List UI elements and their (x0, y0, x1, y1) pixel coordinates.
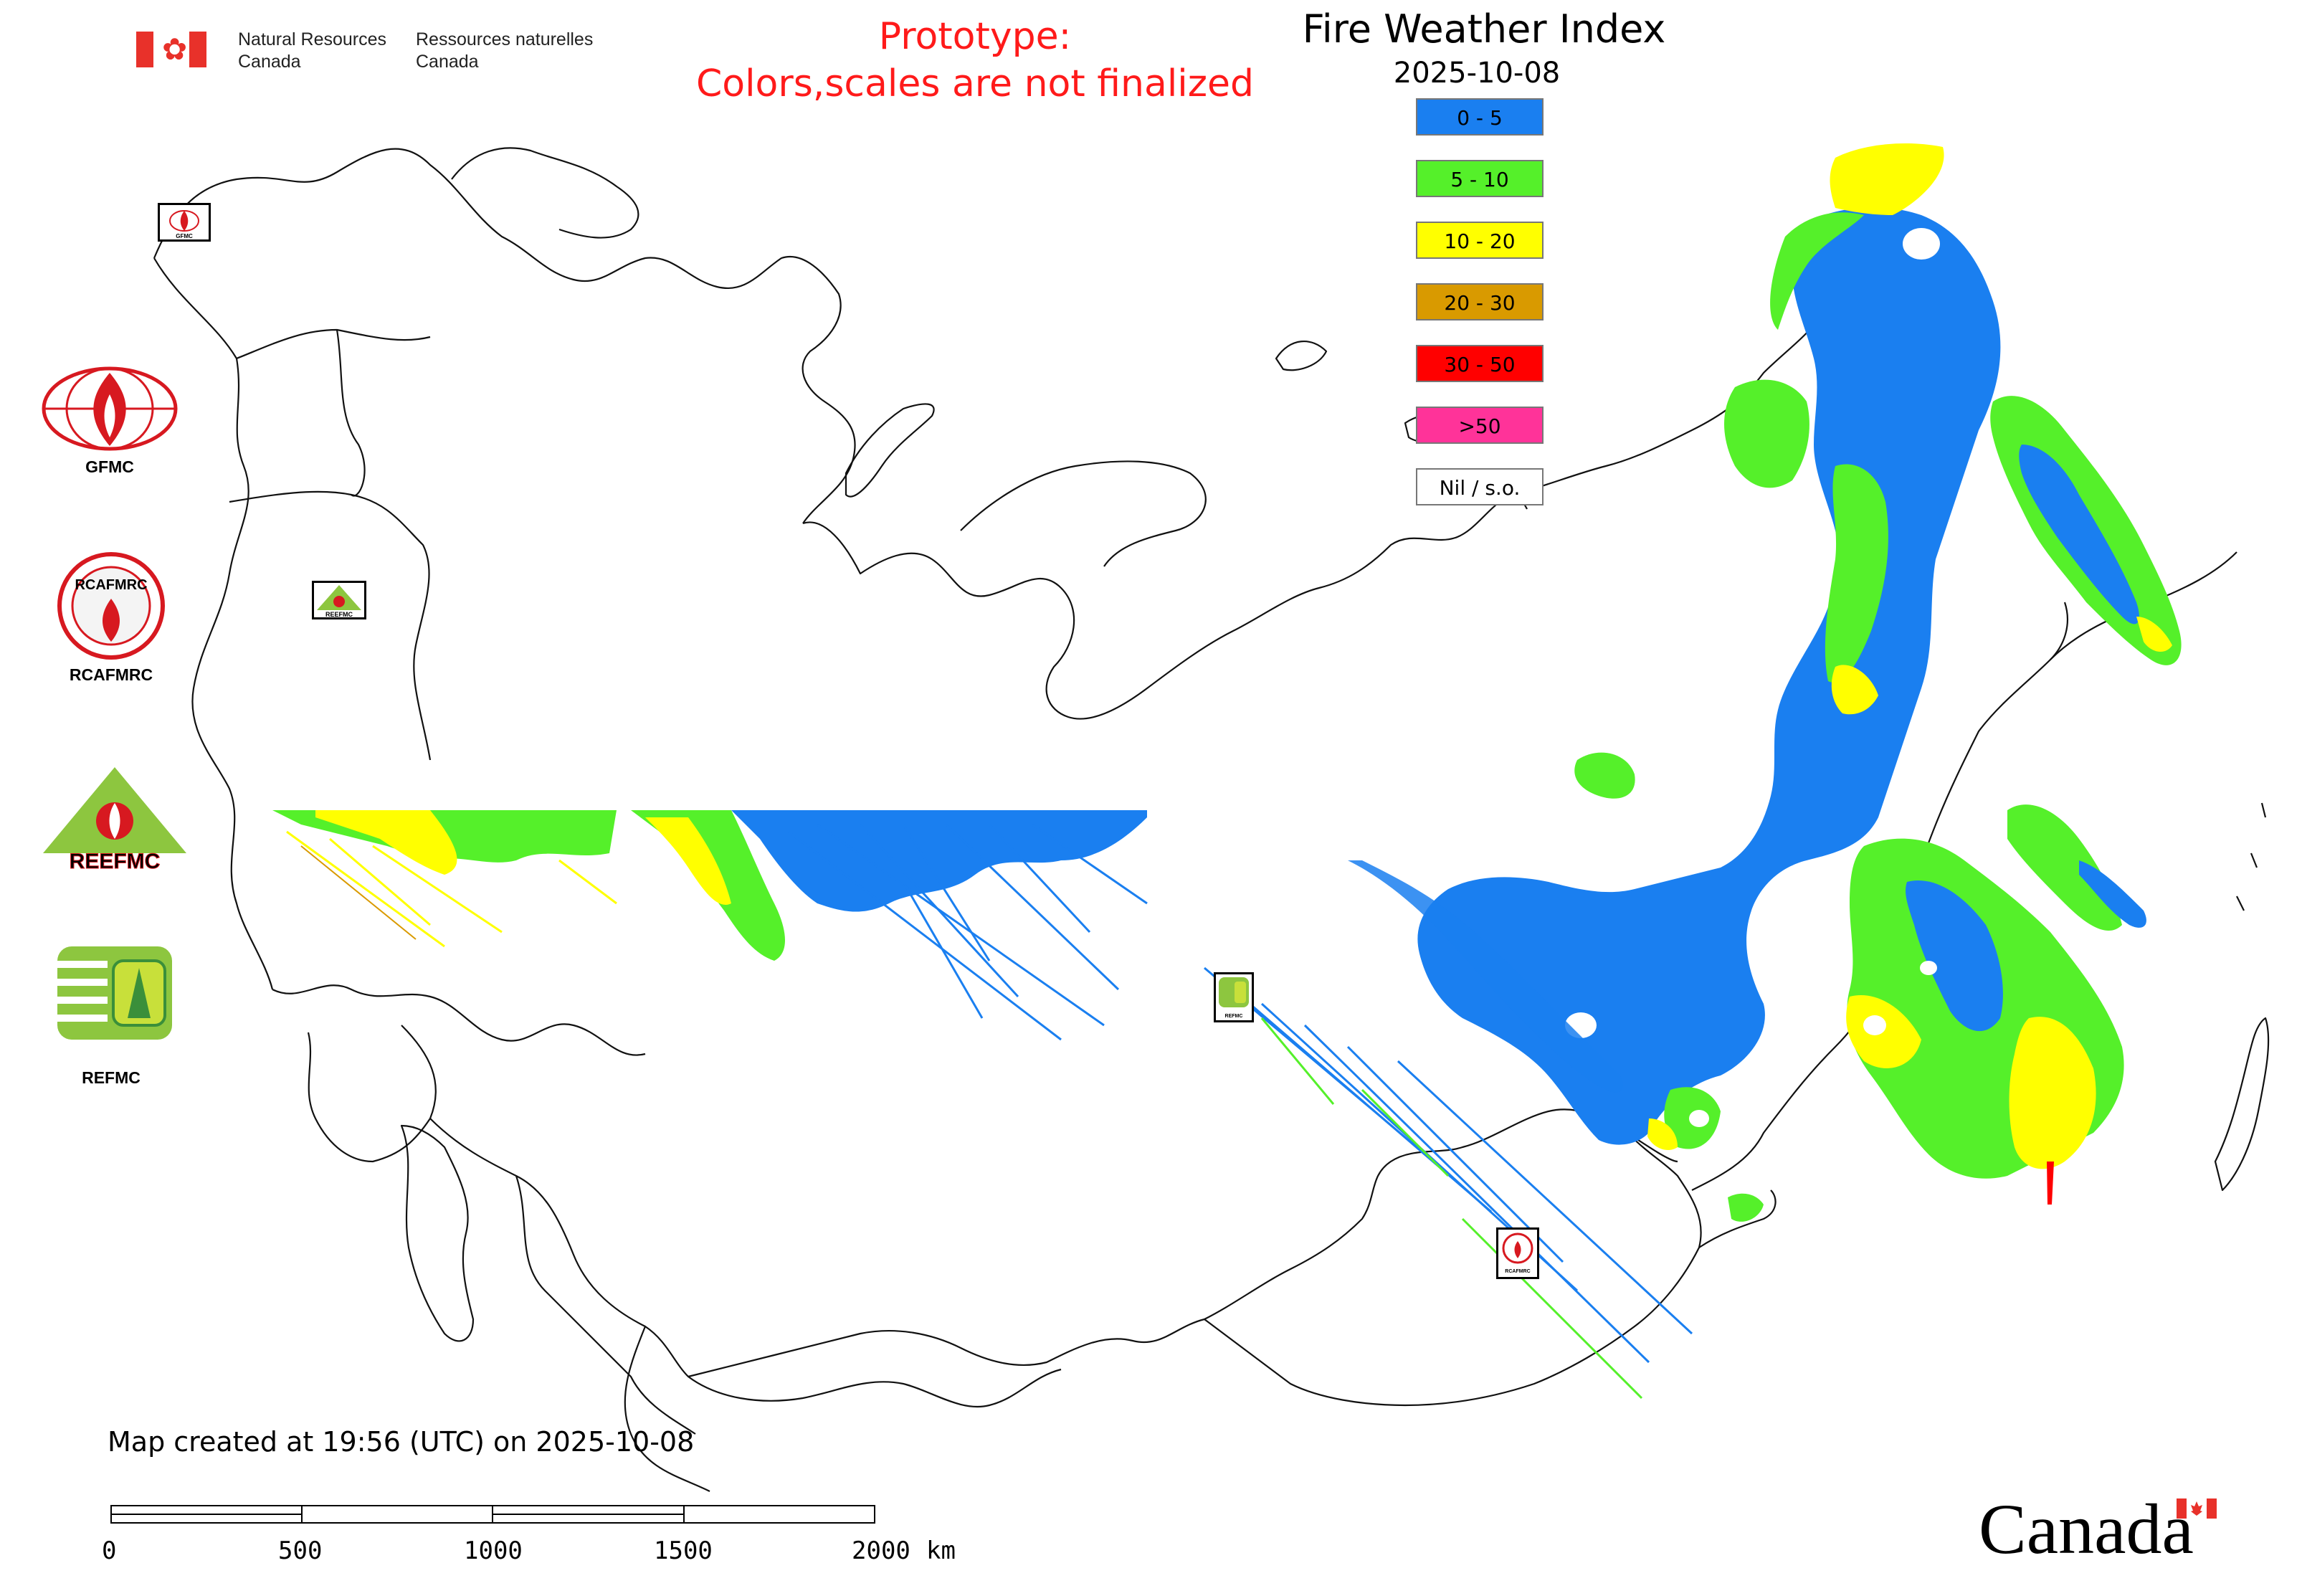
refmc-logo-icon (57, 946, 172, 1040)
border-mongolia (1204, 1132, 1702, 1407)
svg-text:REEFMC: REEFMC (325, 611, 353, 617)
prototype-notice: Prototype: Colors,scales are not finaliz… (695, 15, 1255, 105)
border-west (153, 257, 274, 990)
svg-text:RCAFMRC: RCAFMRC (75, 577, 147, 593)
fwi-isolated-green (1574, 752, 1635, 799)
scale-bar (110, 1505, 875, 1524)
fwi-field-west (272, 810, 1693, 1400)
fwi-east-peninsula-green (2007, 804, 2122, 931)
fwi-kamchatka-blue (2019, 445, 2139, 624)
map-created-timestamp: Map created at 19:56 (UTC) on 2025-10-08 (108, 1426, 695, 1458)
border-inner-1 (236, 328, 431, 360)
border-uzbek (624, 1326, 710, 1492)
canada-flag-icon: ✿ (136, 32, 206, 67)
fwi-south-yellow-1 (1846, 995, 1921, 1068)
kola-peninsula (451, 147, 639, 239)
novaya-zemlya (845, 403, 935, 498)
legend-item-0-5: 0 - 5 (1416, 98, 1544, 136)
fwi-west-blue-band (731, 810, 1147, 912)
scale-tick-1500: 1500 (654, 1536, 713, 1565)
reefmc-marker[interactable]: REEFMC (312, 581, 366, 619)
refmc-marker-icon: REFMC (1219, 977, 1249, 1019)
scale-tick-1000: 1000 (464, 1536, 523, 1565)
refmc-label: REFMC (82, 1068, 141, 1087)
canada-wordmark: Canada (1979, 1489, 2194, 1569)
fwi-east-green-north (1770, 212, 1864, 330)
fwi-east-blue-main (1417, 207, 2001, 1145)
coast-chukotka (1512, 315, 1822, 496)
reefmc-wordmark: REEFMC (70, 850, 161, 871)
dept-name-fr: Ressources naturelles Canada (416, 29, 594, 72)
border-kazakhstan (401, 1025, 1678, 1378)
nrcan-signature: ✿ Natural Resources Canada Ressources na… (129, 22, 617, 79)
refmc-marker[interactable]: REFMC (1214, 972, 1254, 1022)
scale-tick-0: 0 (102, 1536, 117, 1565)
arctic-coastline (802, 493, 1513, 720)
legend-item-nil: Nil / s.o. (1416, 468, 1544, 505)
dept-name-en: Natural Resources Canada (238, 29, 387, 72)
fwi-east-green-middle (1825, 464, 1888, 683)
border-inner-2 (229, 490, 432, 761)
rcafmrc-logo-icon: RCAFMRC (57, 552, 165, 660)
border-south-west (272, 984, 646, 1056)
fwi-west-mid-yellow (645, 817, 731, 905)
scale-tick-2000: 2000 (852, 1536, 910, 1565)
legend-item-30-50: 30 - 50 (1416, 345, 1544, 382)
border-black-sea (307, 1032, 431, 1163)
fwi-kamchatka-yellow (2136, 617, 2172, 652)
map-title: Fire Weather Index (1302, 6, 1666, 52)
sakhalin (2214, 1017, 2270, 1192)
rcafmrc-marker-icon: RCAFMRC (1502, 1232, 1533, 1274)
rcafmrc-label: RCAFMRC (69, 665, 153, 684)
border-inner-3 (336, 329, 366, 497)
gfmc-label: GFMC (85, 457, 134, 476)
fwi-east-peninsula-blue (2079, 860, 2146, 928)
scale-tick-500: 500 (278, 1536, 323, 1565)
legend-item-20-30: 20 - 30 (1416, 283, 1544, 320)
fwi-hatched-block (1348, 860, 1623, 1093)
svg-text:RCAFMRC: RCAFMRC (1505, 1269, 1530, 1274)
canada-wordmark-flag-icon (2177, 1498, 2217, 1519)
fwi-east-yellow-top (1830, 143, 1944, 215)
scale-unit: km (926, 1536, 956, 1565)
rcafmrc-marker[interactable]: RCAFMRC (1496, 1227, 1539, 1279)
gfmc-marker-icon: GFMC (169, 210, 199, 239)
fwi-south-blue (1906, 880, 2003, 1032)
svg-text:REFMC: REFMC (1225, 1014, 1243, 1019)
fwi-south-red (2047, 1162, 2054, 1205)
fwi-east-green-west-lobe (1724, 379, 1809, 488)
taimyr-coast (960, 460, 1207, 567)
border-central-asia (688, 1368, 1062, 1408)
reefmc-marker-icon: REEFMC (317, 585, 361, 618)
legend-item-10-20: 10 - 20 (1416, 222, 1544, 259)
map-date: 2025-10-08 (1393, 57, 1561, 90)
fwi-field-east (1417, 143, 2182, 1222)
legend-item-5-10: 5 - 10 (1416, 160, 1544, 197)
legend-item-over-50: >50 (1416, 407, 1544, 444)
fwi-southwest-yellow (1647, 1118, 1678, 1151)
reefmc-logo-icon: REEFMC (43, 767, 186, 871)
fwi-south-yellow-2 (2009, 1017, 2096, 1169)
border-mongolia-east (1698, 1189, 1777, 1248)
coastline-scandinavia (153, 148, 856, 524)
gfmc-marker[interactable]: GFMC (158, 203, 211, 242)
kuril-islands (2236, 802, 2267, 911)
gfmc-logo-icon (42, 366, 178, 451)
svg-text:GFMC: GFMC (176, 233, 193, 239)
fwi-west-yellow-band (315, 810, 457, 875)
caspian-sea (400, 1124, 475, 1342)
fwi-small-green-south (1728, 1193, 1764, 1222)
border-kazakhstan-south (515, 1175, 696, 1435)
fwi-east-yellow-middle (1831, 665, 1878, 715)
